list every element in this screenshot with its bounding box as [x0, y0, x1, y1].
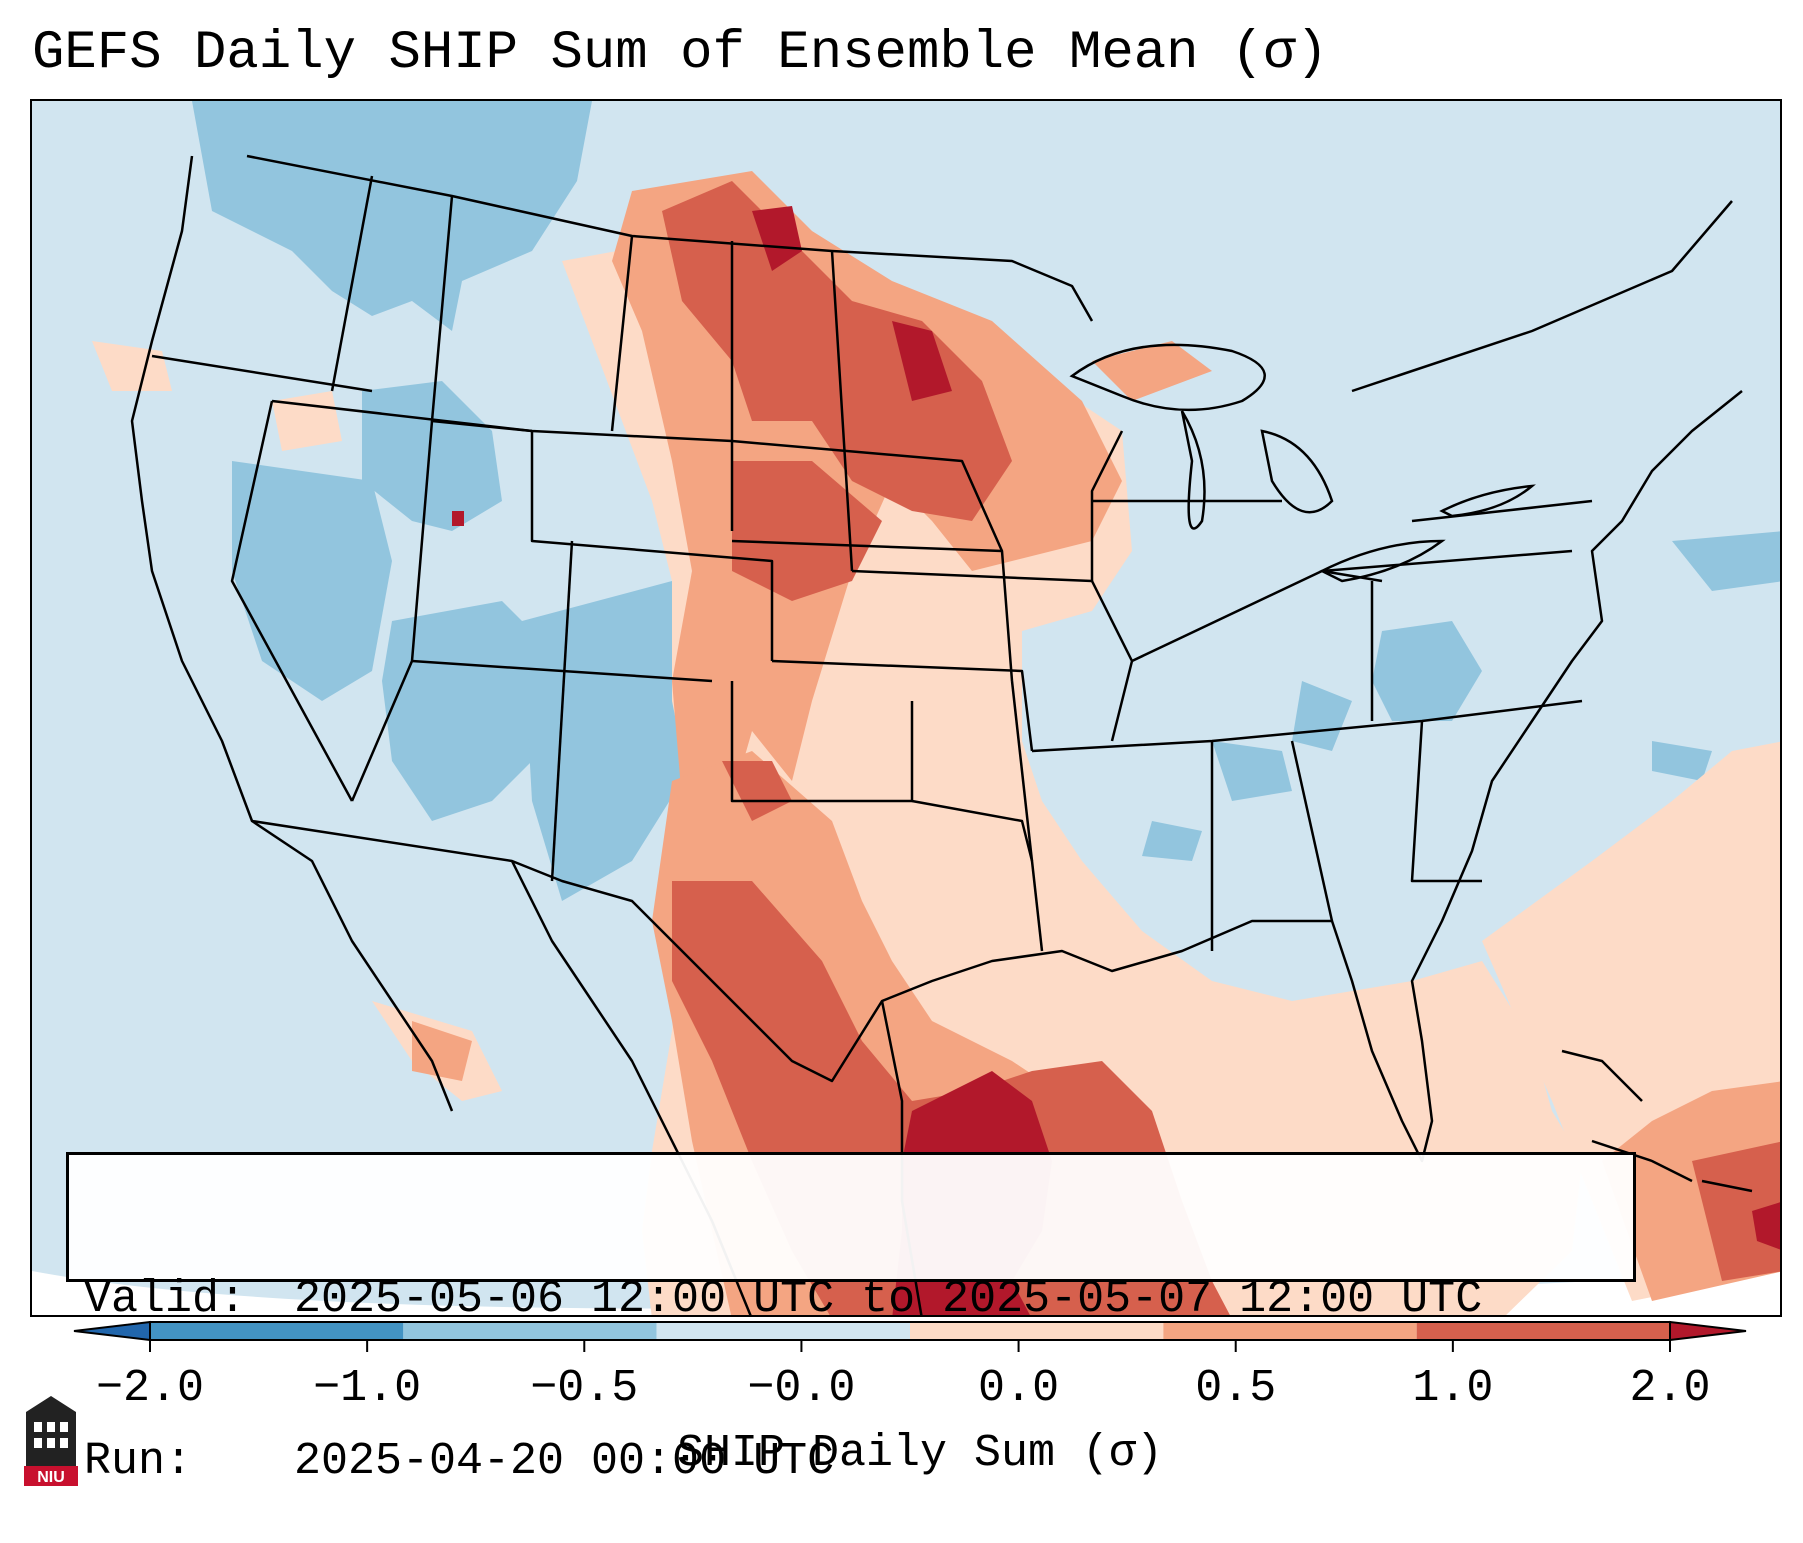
- colorbar-tick-label: −0.5: [530, 1363, 639, 1414]
- map-panel: [30, 99, 1782, 1317]
- valid-label: Valid:: [84, 1274, 247, 1325]
- colorbar-segment: [1416, 1322, 1670, 1340]
- colorbar-segment: [403, 1322, 657, 1340]
- colorbar-segment: [910, 1322, 1164, 1340]
- colorbar-tick-label: −0.0: [747, 1363, 856, 1414]
- run-label: Run:: [84, 1436, 193, 1487]
- colorbar-tick-label: 2.0: [1629, 1363, 1711, 1414]
- run-line: Run: 2025-04-20 00:00 UTC: [84, 1435, 1633, 1489]
- colorbar-tick-label: −1.0: [313, 1363, 422, 1414]
- run-value: 2025-04-20 00:00 UTC: [294, 1436, 835, 1487]
- valid-time-box: Valid: 2025-05-06 12:00 UTC to 2025-05-07…: [66, 1152, 1636, 1487]
- colorbar-segment: [656, 1322, 910, 1340]
- logo-text: NIU: [37, 1469, 65, 1486]
- colorbar-tick-label: −2.0: [95, 1363, 205, 1414]
- map-title: GEFS Daily SHIP Sum of Ensemble Mean (σ): [32, 23, 1329, 84]
- colorbar-tick-label: 0.0: [978, 1363, 1060, 1414]
- colorbar-segment: [150, 1322, 404, 1340]
- colorbar-outline: [149, 1321, 1671, 1341]
- colorbar: [73, 1320, 1747, 1352]
- niu-castle-logo-icon: NIU: [24, 1396, 78, 1486]
- colorbar-tick-label: 1.0: [1412, 1363, 1494, 1414]
- valid-line: Valid: 2025-05-06 12:00 UTC to 2025-05-07…: [84, 1273, 1633, 1327]
- caribbean-islands: [1561, 1049, 1753, 1193]
- colorbar-tick-label: 0.5: [1195, 1363, 1277, 1414]
- colorbar-segment: [1163, 1322, 1417, 1340]
- great-lakes: [1069, 343, 1536, 583]
- valid-value: 2025-05-06 12:00 UTC to 2025-05-07 12:00…: [294, 1274, 1483, 1325]
- colorbar-extend-min: [73, 1320, 151, 1342]
- political-boundaries: [130, 154, 1743, 1315]
- colorbar-label: SHIP Daily Sum (σ): [676, 1428, 1164, 1479]
- anomaly-map: [32, 101, 1780, 1315]
- colorbar-extend-max: [1669, 1320, 1747, 1342]
